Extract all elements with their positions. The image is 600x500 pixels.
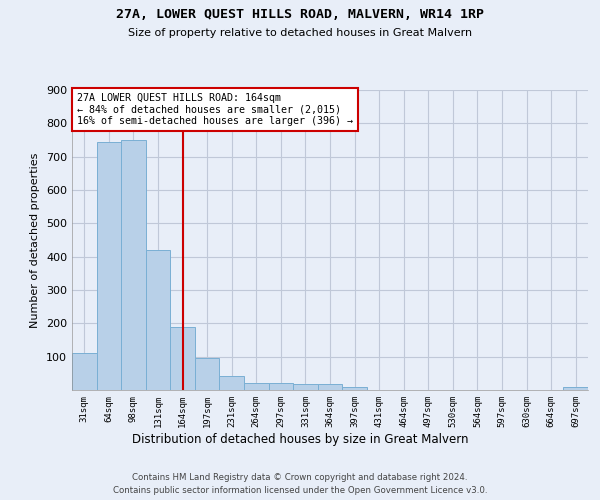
Bar bbox=[269, 384, 293, 390]
Bar bbox=[318, 384, 342, 390]
Bar bbox=[97, 142, 121, 390]
Bar bbox=[342, 388, 367, 390]
Text: 27A, LOWER QUEST HILLS ROAD, MALVERN, WR14 1RP: 27A, LOWER QUEST HILLS ROAD, MALVERN, WR… bbox=[116, 8, 484, 20]
Text: Size of property relative to detached houses in Great Malvern: Size of property relative to detached ho… bbox=[128, 28, 472, 38]
Text: Distribution of detached houses by size in Great Malvern: Distribution of detached houses by size … bbox=[132, 432, 468, 446]
Text: Contains HM Land Registry data © Crown copyright and database right 2024.: Contains HM Land Registry data © Crown c… bbox=[132, 472, 468, 482]
Bar bbox=[72, 354, 97, 390]
Bar bbox=[244, 384, 269, 390]
Text: 27A LOWER QUEST HILLS ROAD: 164sqm
← 84% of detached houses are smaller (2,015)
: 27A LOWER QUEST HILLS ROAD: 164sqm ← 84%… bbox=[77, 93, 353, 126]
Bar bbox=[195, 358, 220, 390]
Y-axis label: Number of detached properties: Number of detached properties bbox=[31, 152, 40, 328]
Bar bbox=[563, 388, 588, 390]
Bar bbox=[293, 384, 318, 390]
Bar bbox=[146, 250, 170, 390]
Bar bbox=[220, 376, 244, 390]
Text: Contains public sector information licensed under the Open Government Licence v3: Contains public sector information licen… bbox=[113, 486, 487, 495]
Bar bbox=[121, 140, 146, 390]
Bar bbox=[170, 326, 195, 390]
